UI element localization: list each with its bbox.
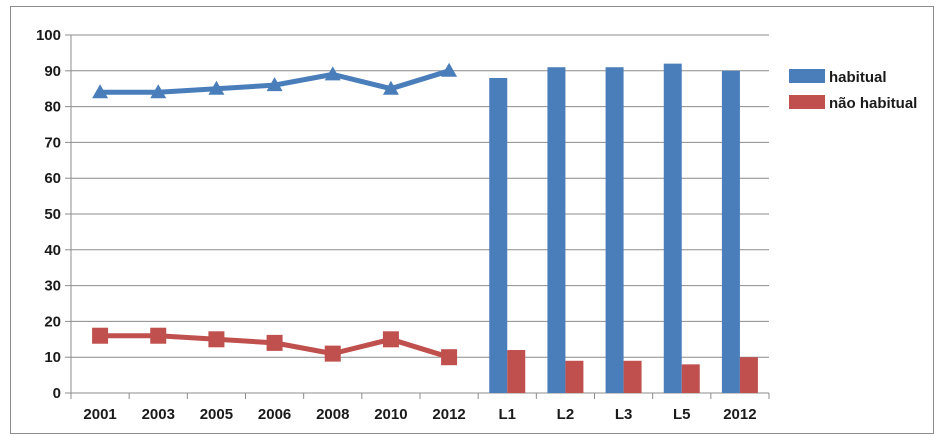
- point-habitual-2008: [324, 66, 341, 81]
- y-tick-label-20: 20: [44, 313, 61, 330]
- legend-label-habitual: habitual: [829, 69, 887, 86]
- legend-swatch-nao-habitual: [789, 95, 825, 109]
- legend-label-nao-habitual: não habitual: [829, 95, 917, 112]
- point-nao-habitual-2010: [382, 331, 399, 348]
- point-habitual-2006: [266, 77, 283, 92]
- bar-nao-habitual-l1-0: [507, 350, 526, 393]
- x-tick-label-2010-5: 2010: [374, 406, 407, 423]
- bar-nao-habitual-l3-2: [623, 360, 642, 393]
- x-tick-label-2003-1: 2003: [142, 406, 175, 423]
- point-habitual-2005: [208, 80, 225, 95]
- y-tick-label-70: 70: [44, 134, 61, 151]
- bar-nao-habitual-l2-1: [565, 360, 584, 393]
- x-tick-label-2001-0: 2001: [83, 406, 116, 423]
- point-nao-habitual-2005: [208, 331, 225, 348]
- bar-nao-habitual-2012-4: [739, 357, 758, 393]
- bars: [489, 63, 758, 394]
- x-tick-label-l5-10: L5: [673, 406, 691, 423]
- x-tick-label-l3-9: L3: [615, 406, 633, 423]
- chart-frame: 0 10 20 30 40 50 60 70 80 90 100 2001 2003 2005 2006 2…: [10, 6, 934, 434]
- y-tick-label-90: 90: [44, 63, 61, 80]
- bar-habitual-l5-3: [663, 63, 682, 393]
- x-tick-label-2012-6: 2012: [432, 406, 465, 423]
- bar-habitual-l1-0: [489, 77, 508, 394]
- point-habitual-2001: [92, 84, 109, 99]
- point-nao-habitual-2008: [324, 345, 341, 362]
- bar-habitual-2012-4: [721, 70, 740, 394]
- point-habitual-2012: [441, 62, 458, 77]
- x-axis-ticks: 2001 2003 2005 2006 2008 2010 2012 L1 L2 L3 L5 2012: [83, 406, 756, 423]
- lines: [92, 62, 458, 366]
- y-tick-label-50: 50: [44, 206, 61, 223]
- x-tick-label-l1-7: L1: [498, 406, 516, 423]
- axes: [65, 34, 770, 399]
- y-tick-label-100: 100: [36, 27, 61, 44]
- point-nao-habitual-2012: [441, 349, 458, 366]
- y-tick-label-80: 80: [44, 99, 61, 116]
- x-tick-label-2006-3: 2006: [258, 406, 291, 423]
- x-tick-label-2012-11: 2012: [723, 406, 756, 423]
- x-tick-label-2008-4: 2008: [316, 406, 349, 423]
- point-nao-habitual-2006: [266, 334, 283, 351]
- point-habitual-2003: [150, 84, 167, 99]
- bar-nao-habitual-l5-3: [681, 364, 700, 393]
- y-tick-label-40: 40: [44, 242, 61, 259]
- y-tick-label-0: 0: [53, 385, 61, 402]
- x-tick-label-l2-8: L2: [557, 406, 575, 423]
- y-axis-ticks: 0 10 20 30 40 50 60 70 80 90 100: [36, 27, 61, 402]
- point-habitual-2010: [382, 80, 399, 95]
- bar-habitual-l3-2: [605, 67, 624, 393]
- x-tick-label-2005-2: 2005: [200, 406, 233, 423]
- y-tick-label-10: 10: [44, 349, 61, 366]
- bar-habitual-l2-1: [547, 67, 566, 393]
- point-nao-habitual-2001: [92, 327, 109, 344]
- gridlines: [71, 34, 769, 358]
- legend-swatch-habitual: [789, 69, 825, 83]
- legend: habitual não habitual: [789, 69, 917, 112]
- y-tick-label-60: 60: [44, 170, 61, 187]
- y-tick-label-30: 30: [44, 278, 61, 295]
- point-nao-habitual-2003: [150, 327, 167, 344]
